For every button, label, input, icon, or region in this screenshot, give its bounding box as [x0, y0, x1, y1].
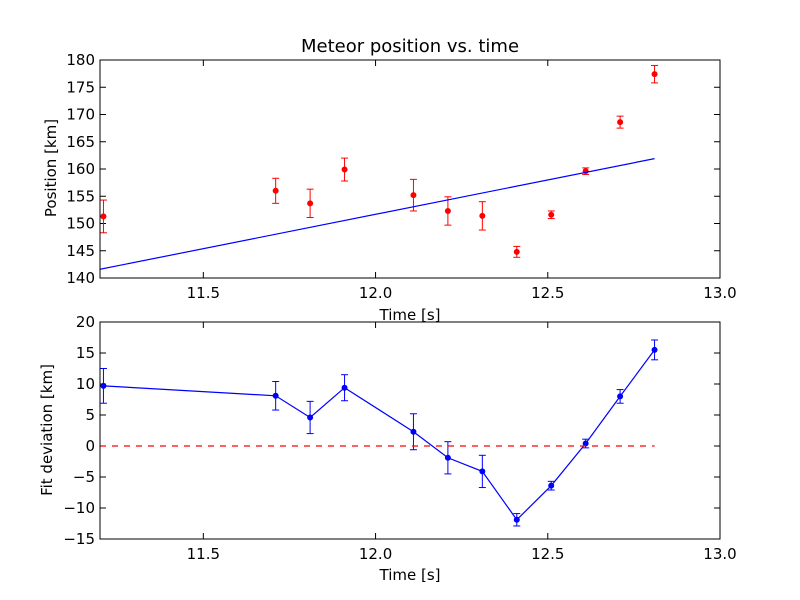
deviation-line: [103, 349, 656, 521]
data-point: [513, 248, 520, 255]
bottom-axes-frame: [99, 321, 721, 540]
data-point: [444, 454, 451, 461]
data-point: [307, 414, 314, 421]
data-point: [100, 213, 107, 220]
bottom-y-tick-label: 5: [85, 406, 95, 424]
data-point: [341, 166, 348, 173]
data-point: [513, 516, 520, 523]
chart-title: Meteor position vs. time: [301, 36, 519, 57]
data-point: [410, 192, 417, 199]
top-y-tick-label: 160: [66, 160, 95, 178]
data-point: [410, 428, 417, 435]
data-point: [617, 119, 624, 126]
top-y-tick-label: 150: [66, 215, 95, 233]
bottom-x-tick-label: 13.0: [703, 545, 736, 563]
data-point: [651, 346, 658, 353]
data-point: [272, 392, 279, 399]
data-point: [651, 71, 658, 78]
bottom-y-axis-label: Fit deviation [km]: [38, 364, 56, 496]
top-x-tick-label: 11.5: [187, 284, 220, 302]
bottom-y-tick-label: 15: [76, 344, 95, 362]
data-point: [341, 384, 348, 391]
top-y-tick-label: 180: [66, 51, 95, 69]
data-point: [307, 200, 314, 207]
data-point: [444, 207, 451, 214]
data-point: [582, 440, 589, 447]
bottom-x-tick-label: 11.5: [187, 545, 220, 563]
fit-deviation-plot: 11.5 12.0 12.5 13.0 −15 −10 −5 0 5 10 15 20: [63, 313, 736, 563]
position-plot: 11.5 12.0 12.5 13.0 140 145 150 155 160 165 170 175…: [66, 51, 736, 302]
bottom-y-tick-label: 10: [76, 375, 95, 393]
top-y-tick-label: 175: [66, 78, 95, 96]
bottom-y-tick-label: 20: [76, 313, 95, 331]
data-point: [479, 468, 486, 475]
top-x-tick-label: 12.5: [531, 284, 564, 302]
top-y-tick-label: 140: [66, 269, 95, 287]
top-y-tick-label: 165: [66, 133, 95, 151]
bottom-plot-area: [100, 339, 659, 527]
data-point: [548, 482, 555, 489]
bottom-y-tick-label: −10: [63, 499, 95, 517]
top-y-tick-label: 145: [66, 242, 95, 260]
bottom-y-tick-label: −5: [73, 468, 95, 486]
top-axes-frame: [99, 59, 721, 279]
top-x-tick-label: 13.0: [703, 284, 736, 302]
bottom-x-tick-label: 12.0: [359, 545, 392, 563]
top-x-tick-label: 12.0: [359, 284, 392, 302]
top-plot-area: [100, 64, 659, 270]
top-x-axis-label: Time [s]: [379, 306, 441, 324]
bottom-x-tick-label: 12.5: [531, 545, 564, 563]
bottom-x-axis-label: Time [s]: [379, 566, 441, 584]
bottom-y-tick-label: −15: [63, 530, 95, 548]
top-y-axis-label: Position [km]: [42, 119, 60, 217]
data-point: [100, 382, 107, 389]
top-y-tick-label: 155: [66, 187, 95, 205]
data-point: [272, 187, 279, 194]
linear-fit-line: [100, 158, 655, 270]
data-point: [479, 212, 486, 219]
data-point: [548, 211, 555, 218]
data-point: [617, 393, 624, 400]
bottom-y-tick-label: 0: [85, 437, 95, 455]
top-y-tick-label: 170: [66, 106, 95, 124]
